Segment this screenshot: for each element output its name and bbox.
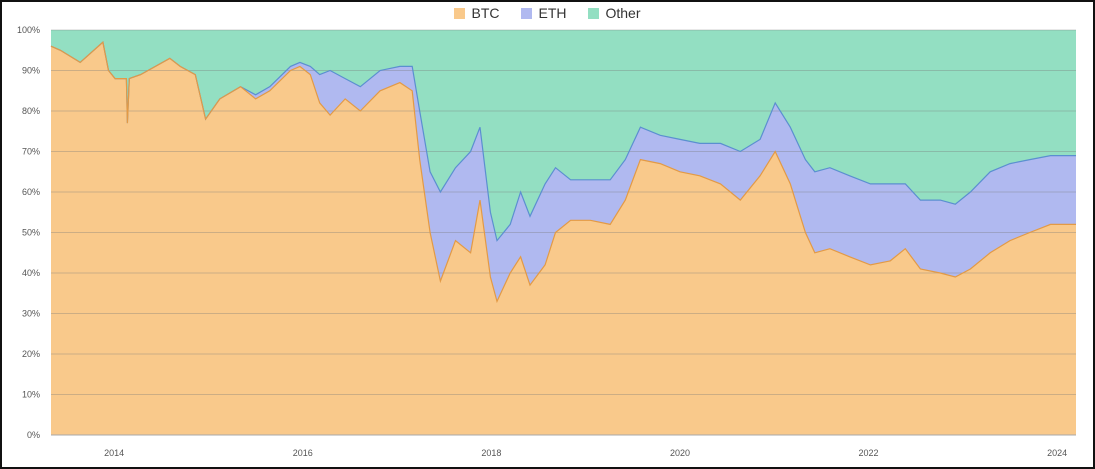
legend-swatch-other: [588, 7, 600, 19]
legend: BTC ETH Other: [0, 5, 1095, 21]
x-tick-label: 2016: [293, 448, 313, 458]
legend-swatch-eth: [521, 7, 533, 19]
x-tick-label: 2018: [481, 448, 501, 458]
x-tick-label: 2014: [104, 448, 124, 458]
y-tick-label: 30%: [22, 309, 40, 319]
y-tick-label: 0%: [27, 430, 40, 440]
y-tick-label: 70%: [22, 147, 40, 157]
y-tick-label: 80%: [22, 106, 40, 116]
y-tick-label: 40%: [22, 268, 40, 278]
area-btc: [51, 42, 1076, 435]
legend-label-btc: BTC: [471, 5, 500, 21]
line-btc: [50, 41, 1076, 304]
legend-item-eth[interactable]: ETH: [521, 5, 566, 21]
y-tick-label: 10%: [22, 390, 40, 400]
x-tick-label: 2022: [859, 448, 879, 458]
y-tick-label: 100%: [17, 25, 40, 35]
legend-item-btc[interactable]: BTC: [454, 5, 499, 21]
y-tick-label: 50%: [22, 228, 40, 238]
legend-swatch-btc: [454, 7, 466, 19]
x-tick-label: 2020: [670, 448, 690, 458]
x-tick-label: 2024: [1047, 448, 1067, 458]
y-tick-label: 20%: [22, 349, 40, 359]
y-tick-label: 60%: [22, 187, 40, 197]
legend-label-other: Other: [605, 5, 641, 21]
legend-label-eth: ETH: [538, 5, 567, 21]
legend-item-other[interactable]: Other: [588, 5, 641, 21]
y-tick-label: 90%: [22, 66, 40, 76]
